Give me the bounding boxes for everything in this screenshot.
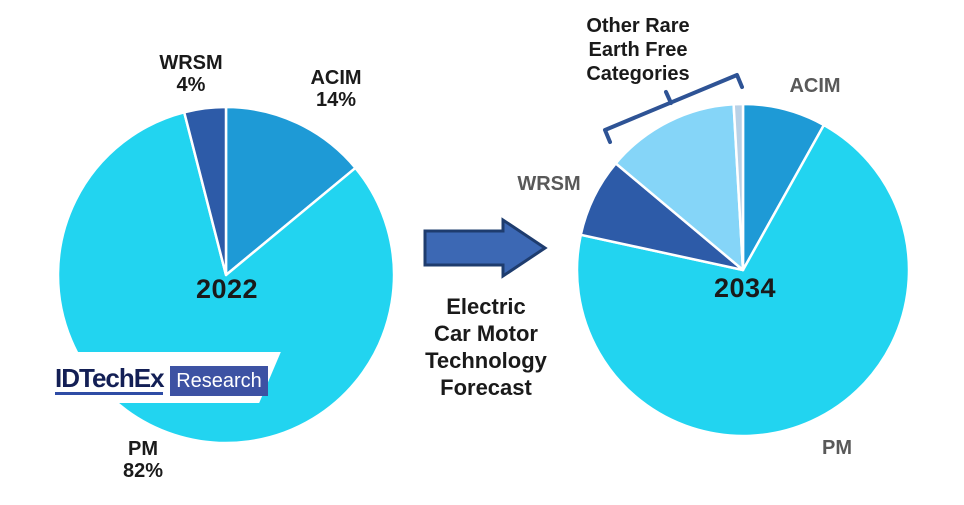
label-pm-2022: PM 82%	[123, 438, 163, 482]
pie-slice-acim	[224, 105, 357, 277]
caption-line-4: Forecast	[440, 375, 532, 400]
label-year-2022: 2022	[195, 274, 259, 304]
research-badge: Research	[170, 366, 268, 396]
label-year-2034: 2034	[713, 273, 777, 303]
pie-slice-wrsm	[182, 105, 228, 277]
idtechex-logo-text: IDTechEx	[55, 363, 165, 393]
caption-line-1: Electric	[446, 294, 526, 319]
label-acim-2034: ACIM	[789, 75, 841, 97]
label-other-line-2: Earth Free	[588, 39, 688, 61]
forecast-arrow	[423, 217, 548, 279]
caption-line-3: Technology	[425, 348, 547, 373]
label-pm-2034: PM	[822, 437, 852, 459]
label-acim-2022-pct: 14%	[315, 89, 357, 111]
right-arrow-icon	[423, 217, 548, 279]
pie-slice-pm	[575, 123, 911, 438]
bracket-annotation	[603, 73, 744, 144]
idtechex-logo-underline	[55, 392, 163, 395]
caption-line-2: Car Motor	[434, 321, 538, 346]
label-acim-2022-name: ACIM	[310, 67, 362, 89]
label-other-line-3: Categories	[586, 63, 690, 85]
label-wrsm-2034: WRSM	[517, 173, 581, 195]
pie-chart-2034	[575, 102, 911, 438]
label-other-rare-earth-free: Other Rare Earth Free Categories	[586, 14, 689, 86]
bracket-icon	[603, 73, 744, 144]
label-wrsm-2022-pct: 4%	[176, 74, 206, 96]
label-wrsm-2022: WRSM 4%	[159, 52, 222, 96]
pie-slice-other-rare-earth-free-categories-main	[614, 103, 745, 272]
forecast-caption: Electric Car Motor Technology Forecast	[425, 293, 547, 401]
label-pm-2022-pct: 82%	[122, 460, 164, 482]
pie-slice-other-rare-earth-free-categories-sliver	[732, 102, 745, 272]
label-acim-2022: ACIM 14%	[310, 67, 361, 111]
label-other-line-1: Other Rare	[586, 15, 690, 37]
label-pm-2022-name: PM	[128, 438, 158, 460]
label-wrsm-2022-name: WRSM	[159, 52, 223, 74]
